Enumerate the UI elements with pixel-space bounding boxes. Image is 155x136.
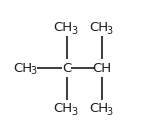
Text: CH: CH: [54, 102, 73, 115]
Text: 3: 3: [71, 26, 77, 36]
Text: CH: CH: [92, 61, 112, 75]
Bar: [55, 100, 78, 118]
Text: 3: 3: [106, 107, 113, 117]
Text: 3: 3: [106, 26, 113, 36]
Bar: [14, 59, 37, 77]
Text: CH: CH: [89, 21, 108, 34]
Text: CH: CH: [54, 21, 73, 34]
Text: 3: 3: [71, 107, 77, 117]
Text: 3: 3: [30, 66, 36, 76]
Bar: [90, 100, 114, 118]
Bar: [90, 18, 114, 36]
Text: C: C: [62, 61, 71, 75]
Bar: [94, 59, 110, 77]
Bar: [62, 59, 71, 77]
Text: CH: CH: [89, 102, 108, 115]
Text: CH: CH: [13, 61, 32, 75]
Bar: [55, 18, 78, 36]
